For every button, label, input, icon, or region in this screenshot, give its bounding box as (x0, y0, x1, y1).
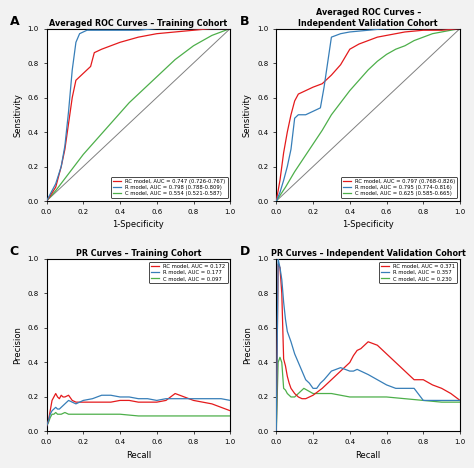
Legend: RC model, AUC = 0.797 (0.768-0.826), R model, AUC = 0.795 (0.774-0.816), C model: RC model, AUC = 0.797 (0.768-0.826), R m… (341, 176, 457, 198)
Title: PR Curves – Training Cohort: PR Curves – Training Cohort (76, 249, 201, 258)
Text: A: A (10, 15, 19, 28)
Legend: RC model, AUC = 0.172, R model, AUC = 0.177, C model, AUC = 0.097: RC model, AUC = 0.172, R model, AUC = 0.… (149, 262, 228, 284)
Title: Averaged ROC Curves –
Independent Validation Cohort: Averaged ROC Curves – Independent Valida… (299, 8, 438, 28)
Title: Averaged ROC Curves – Training Cohort: Averaged ROC Curves – Training Cohort (49, 19, 228, 28)
X-axis label: 1-Specificity: 1-Specificity (112, 220, 164, 229)
Y-axis label: Precision: Precision (13, 326, 22, 364)
X-axis label: 1-Specificity: 1-Specificity (342, 220, 394, 229)
Title: PR Curves – Independent Validation Cohort: PR Curves – Independent Validation Cohor… (271, 249, 465, 258)
Text: D: D (239, 245, 250, 258)
Legend: RC model, AUC = 0.747 (0.726-0.767), R model, AUC = 0.798 (0.788-0.809), C model: RC model, AUC = 0.747 (0.726-0.767), R m… (111, 176, 228, 198)
Y-axis label: Sensitivity: Sensitivity (13, 93, 22, 137)
X-axis label: Recall: Recall (356, 451, 381, 460)
Text: B: B (239, 15, 249, 28)
Y-axis label: Sensitivity: Sensitivity (243, 93, 252, 137)
Y-axis label: Precision: Precision (243, 326, 252, 364)
Text: C: C (10, 245, 19, 258)
X-axis label: Recall: Recall (126, 451, 151, 460)
Legend: RC model, AUC = 0.371, R model, AUC = 0.357, C model, AUC = 0.230: RC model, AUC = 0.371, R model, AUC = 0.… (379, 262, 457, 284)
